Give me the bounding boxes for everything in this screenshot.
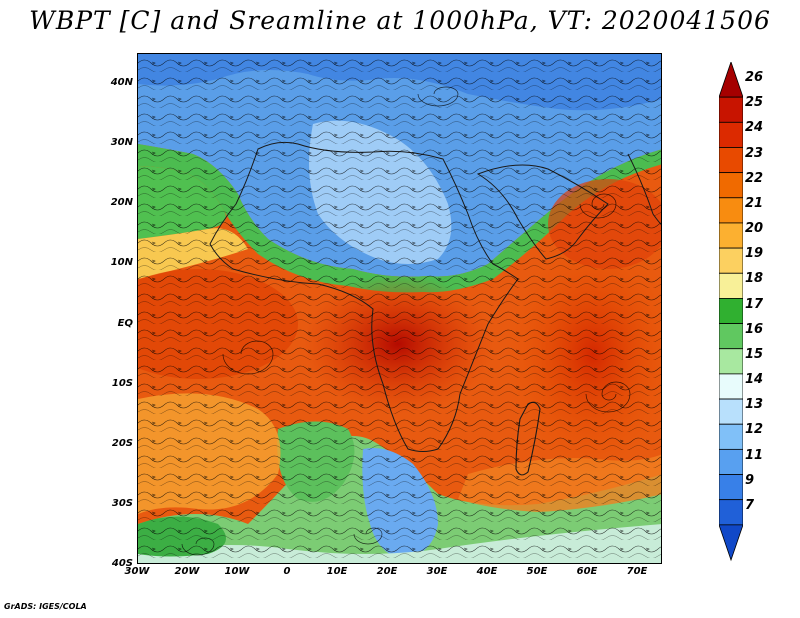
wbpt-map [138,54,661,563]
lon-tick-label: 10W [224,566,250,577]
colorbar-segment [719,499,743,526]
lon-tick-label: 0 [283,566,291,577]
lat-tick-label: 20S [111,437,133,449]
colorbar-level-label: 7 [745,497,755,513]
colorbar-level-label: 15 [745,346,764,362]
colorbar-segment [719,323,743,350]
colorbar-level-label: 20 [745,221,764,237]
colorbar-segment [719,423,743,450]
colorbar-level-label: 21 [745,195,764,211]
colorbar-level-label: 18 [745,271,764,287]
colorbar-segment [719,121,743,148]
colorbar-level-label: 22 [745,170,764,186]
colorbar-level-label: 14 [745,372,764,388]
colorbar-level-label: 19 [745,246,764,262]
lat-tick-label: 10S [111,377,133,389]
lat-tick-label: 30N [110,137,133,149]
streamlines-overlay [138,54,661,563]
lat-tick-label: 10N [110,257,133,269]
colorbar-segment [719,448,743,475]
colorbar-segment [719,247,743,274]
lat-tick-label: 30S [111,497,133,509]
colorbar-segment [719,298,743,324]
colorbar-segment [719,474,743,501]
credit-label: GrADS: IGES/COLA [4,602,87,611]
lon-tick-label: 20E [376,566,398,577]
colorbar-level-label: 24 [745,120,764,136]
map-panel [137,53,662,564]
lon-tick-label: 20W [174,566,200,577]
lat-tick-label: 40N [110,77,133,89]
lon-tick-label: 70E [626,566,648,577]
colorbar-segment [719,147,743,174]
lon-tick-label: 50E [526,566,548,577]
colorbar-level-label: 9 [745,472,755,488]
colorbar-segment [719,222,743,249]
colorbar-segment [719,524,743,562]
colorbar-level-label: 13 [745,397,764,413]
colorbar-segment [719,348,743,375]
lon-tick-label: 10E [326,566,348,577]
colorbar [719,62,743,562]
lon-tick-label: 40E [476,566,498,577]
lon-tick-label: 30W [124,566,150,577]
lon-tick-label: 30E [426,566,448,577]
map-title: WBPT [C] and Sreamline at 1000hPa, VT: 2… [29,6,771,35]
lat-tick-label: 20N [110,197,133,209]
colorbar-level-label: 11 [745,447,764,463]
colorbar-level-label: 16 [745,321,764,337]
colorbar-segment [719,272,743,299]
colorbar-segment [719,398,743,425]
colorbar-segment [719,373,743,400]
colorbar-segment [719,172,743,199]
lon-tick-label: 60E [576,566,598,577]
colorbar-level-label: 17 [745,296,764,312]
colorbar-segment [719,96,743,123]
colorbar-level-label: 26 [745,70,764,86]
colorbar-segment [719,197,743,224]
lat-tick-label: 40S [111,558,133,569]
lat-tick-label: EQ [117,317,133,329]
colorbar-level-label: 12 [745,422,764,438]
colorbar-level-label: 25 [745,95,764,111]
streamline-vortices [181,86,631,556]
colorbar-segment [719,62,743,98]
colorbar-level-label: 23 [745,145,764,161]
